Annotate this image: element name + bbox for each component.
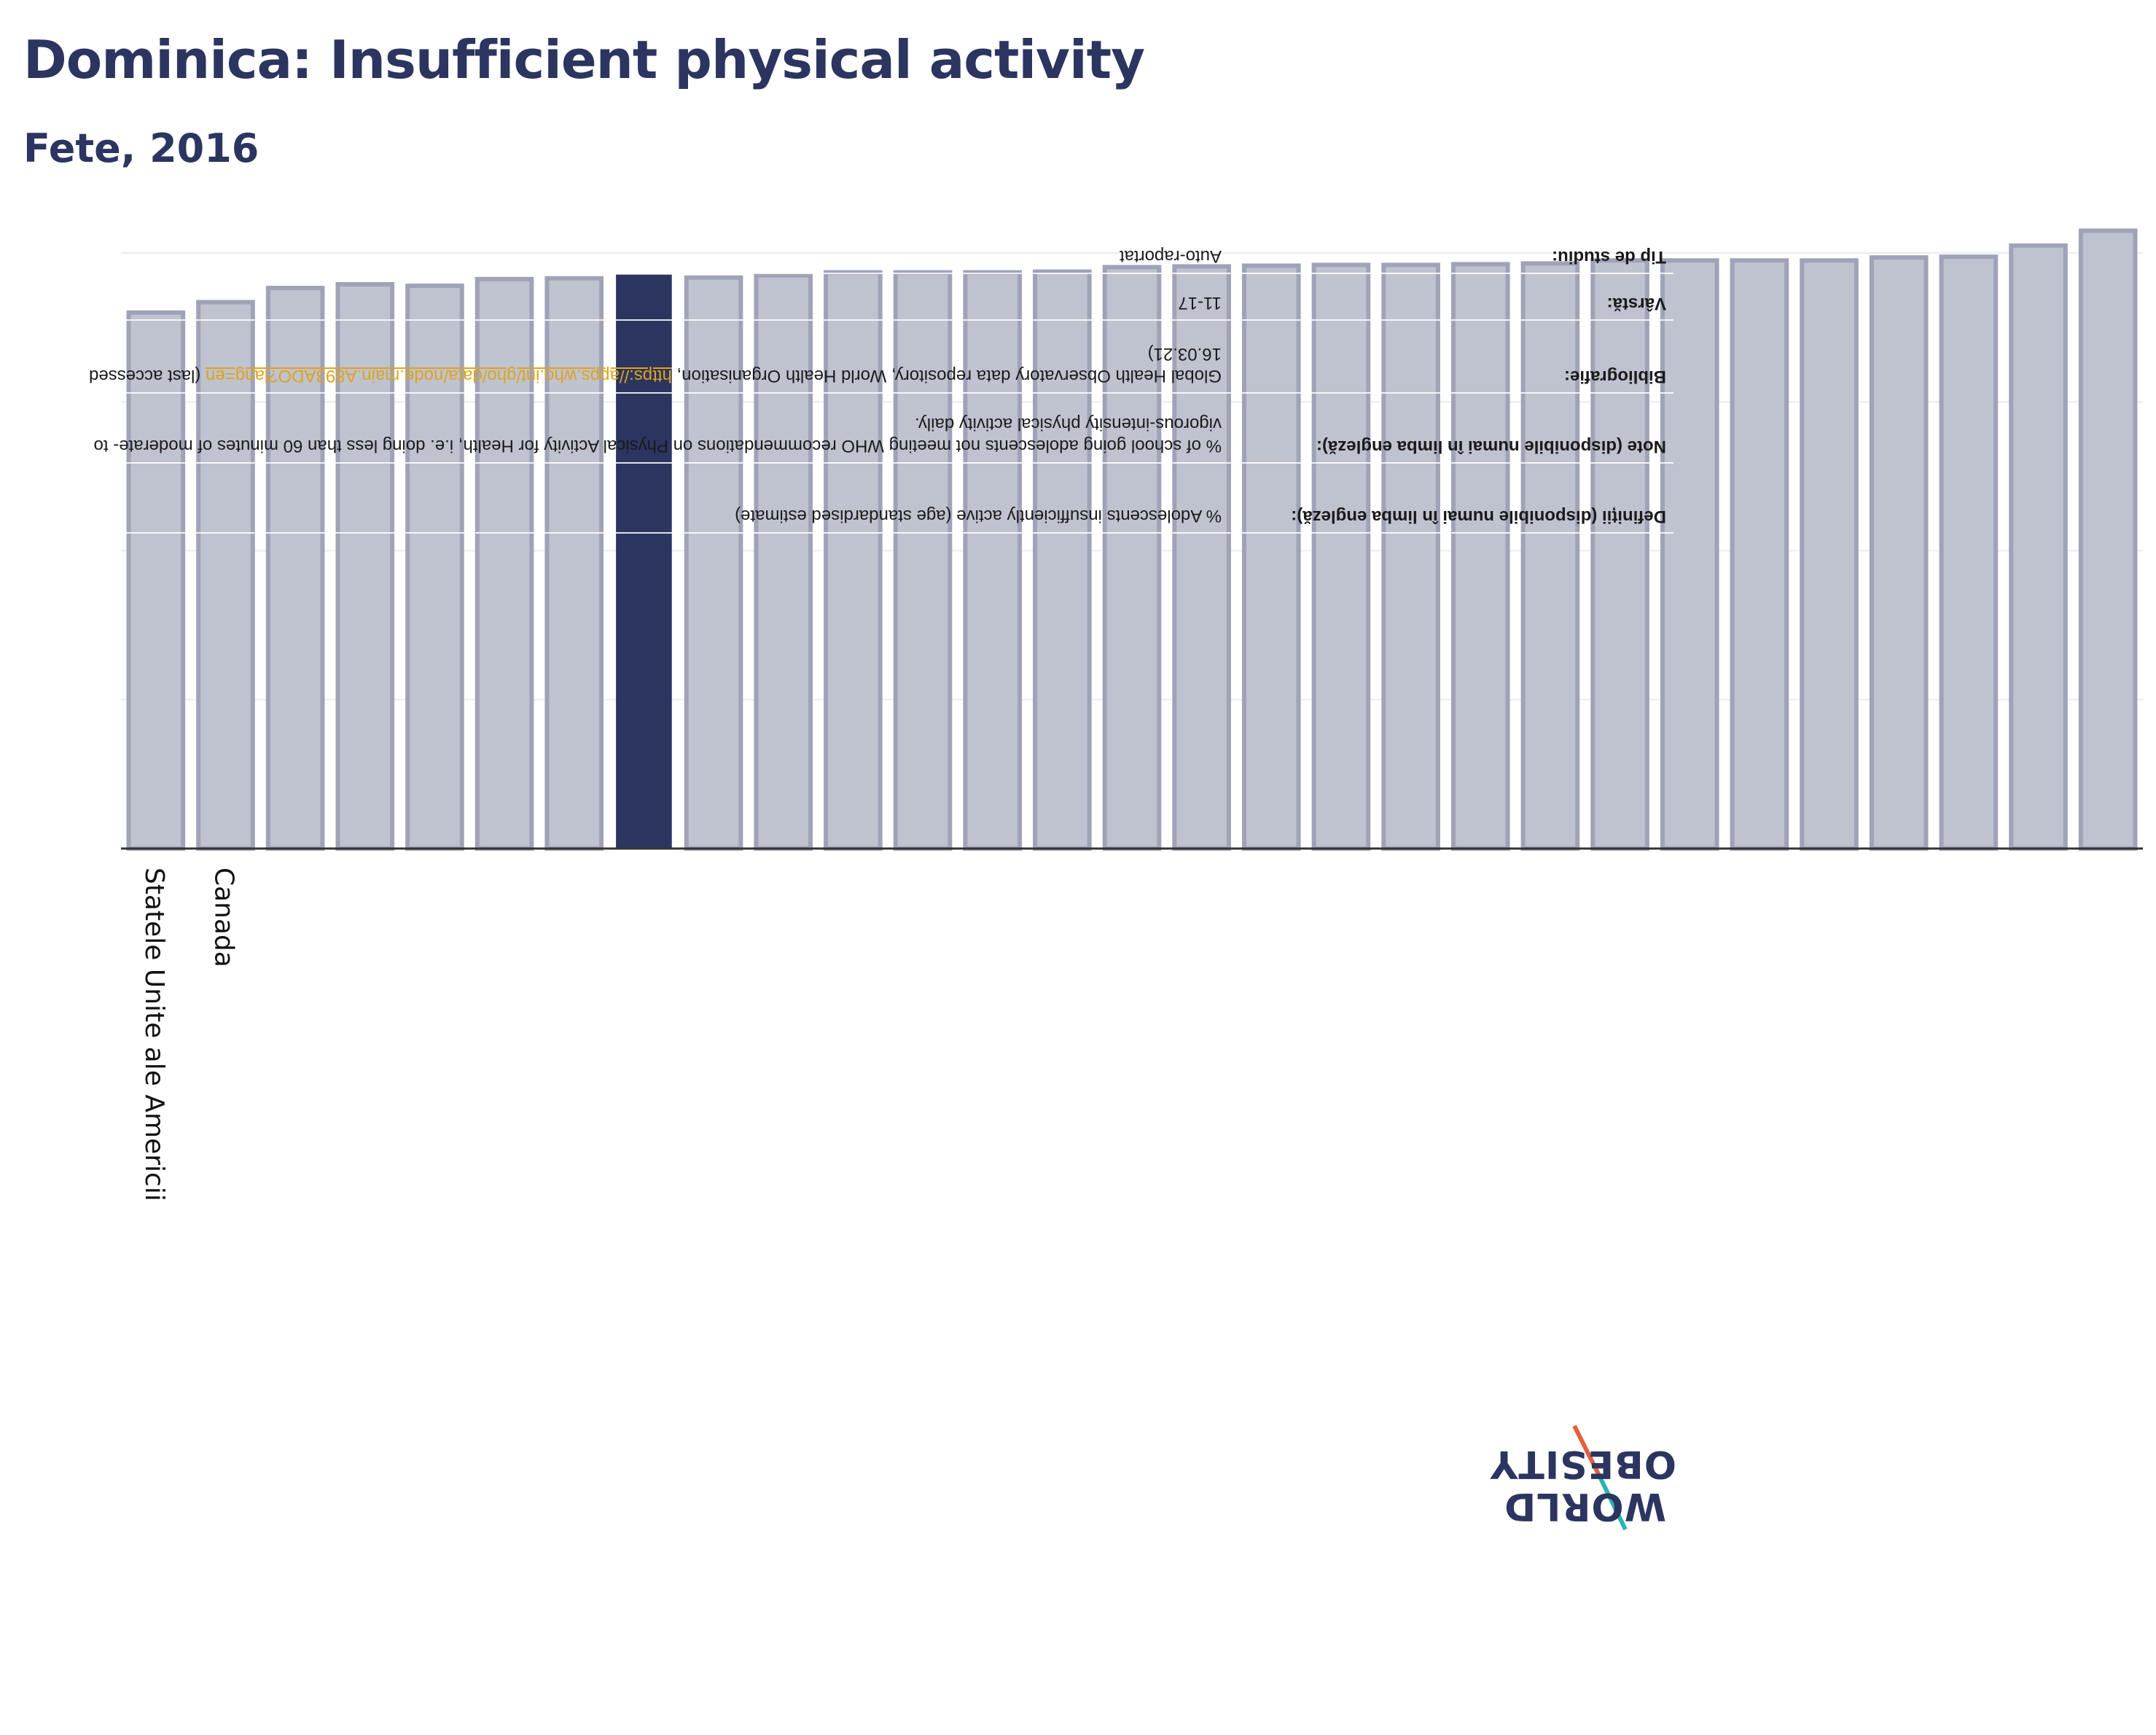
note-row-survey-type: Tip de studiu: Auto-raportat (41, 246, 1673, 274)
bar (544, 276, 604, 851)
note-value: Auto-raportat (1119, 246, 1222, 266)
bibliography-link[interactable]: https://apps.who.int/gho/data/node.main.… (206, 366, 672, 386)
bar (1800, 258, 1859, 851)
x-tick-labels: Statele Unite ale Americii Canada (139, 868, 239, 1201)
note-value: % of school going adolescents not meetin… (93, 414, 1222, 456)
bar (754, 273, 813, 851)
bar (893, 270, 953, 851)
note-row-bibliography: Bibliografie: Global Health Observatory … (41, 344, 1673, 394)
bar (1102, 265, 1162, 851)
x-tick-label: Canada (208, 868, 238, 967)
logo-slash-icon (1572, 1424, 1628, 1531)
logo-word-world: WORLD (1504, 1484, 1666, 1528)
bar (126, 310, 186, 851)
note-value: % Adolescents insufficiently active (age… (735, 506, 1222, 526)
note-row-notes: Note (disponibile numai în limba engleză… (41, 414, 1673, 464)
x-tick-label: Statele Unite ale Americii (139, 868, 169, 1201)
page-subtitle: Fete, 2016 (23, 125, 259, 171)
bar-highlight (616, 274, 672, 850)
bar (1730, 258, 1789, 851)
note-label: Vârstă: (1606, 294, 1666, 313)
bar (2009, 243, 2068, 851)
bar (2078, 228, 2138, 851)
note-value: 11-17 (1178, 293, 1222, 313)
notes-table: Definiții (disponibile numai în limba en… (41, 226, 1673, 534)
note-value: Global Health Observatory data repositor… (48, 343, 1222, 386)
note-row-definitions: Definiții (disponibile numai în limba en… (41, 506, 1673, 534)
bar (1869, 255, 1929, 851)
bibliography-text: Global Health Observatory data repositor… (676, 366, 1222, 386)
world-obesity-logo: WORLD OBESITY (1487, 1423, 1676, 1532)
note-row-age: Vârstă: 11-17 (41, 293, 1673, 321)
bar (196, 300, 255, 851)
logo-word-obesity: OBESITY (1489, 1442, 1676, 1486)
bar (405, 283, 464, 851)
note-label: Tip de studiu: (1552, 247, 1666, 267)
bar (684, 275, 743, 851)
bar (1033, 269, 1092, 851)
bar (335, 281, 395, 851)
note-label: Definiții (disponibile numai în limba en… (1291, 507, 1666, 526)
bar (1939, 254, 1999, 851)
bar (474, 276, 534, 851)
note-label: Note (disponibile numai în limba engleză… (1316, 437, 1666, 456)
note-label: Bibliografie: (1563, 367, 1666, 386)
bar (1590, 258, 1649, 851)
bar (1450, 262, 1510, 851)
note-row-end (41, 226, 1673, 227)
bar (1520, 261, 1580, 851)
page-title: Dominica: Insufficient physical activity (23, 29, 1145, 90)
bar (1311, 262, 1371, 851)
